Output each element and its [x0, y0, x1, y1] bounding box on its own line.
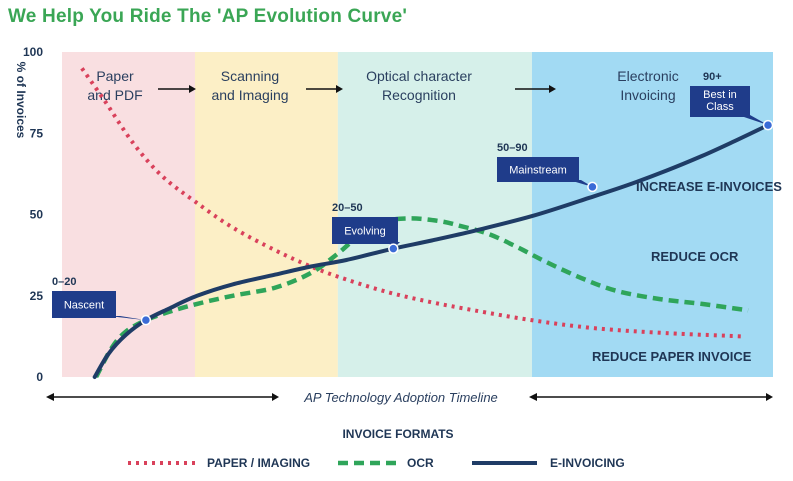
stage-band-1 [62, 52, 195, 377]
legend-title: INVOICE FORMATS [342, 427, 453, 441]
stage-band-3 [337, 52, 532, 377]
milestone-marker [140, 314, 152, 326]
y-axis-label: % of Invoices [14, 62, 28, 139]
callout-label: Evolving [344, 226, 386, 238]
legend-label-ocr: OCR [407, 456, 434, 470]
timeline-arrowhead-mid [272, 393, 279, 401]
stage-label-1: and PDF [87, 87, 142, 103]
timeline-arrowhead-right [766, 393, 773, 401]
stage-label-1: Paper [96, 68, 134, 84]
y-tick-label: 75 [30, 126, 44, 140]
milestone-range-label: 0–20 [52, 276, 76, 288]
y-tick-label: 100 [23, 45, 43, 59]
milestone-range-label: 90+ [703, 71, 722, 83]
stage-band-2 [194, 52, 338, 377]
stage-arrowhead-1 [189, 85, 196, 93]
annotation-label: REDUCE OCR [651, 249, 739, 264]
callout-label: Class [706, 101, 734, 113]
milestone-range-label: 20–50 [332, 202, 363, 214]
annotation-label: INCREASE E-INVOICES [636, 179, 782, 194]
callout-pointer [108, 316, 146, 321]
stage-label-2: and Imaging [211, 87, 288, 103]
stage-arrowhead-2 [336, 85, 343, 93]
timeline-arrowhead-mid2 [529, 393, 537, 401]
annotation-label: REDUCE PAPER INVOICE [592, 349, 752, 364]
legend-label-paper: PAPER / IMAGING [207, 456, 310, 470]
stage-label-4: Electronic [617, 68, 678, 84]
stage-label-3: Optical character [366, 68, 472, 84]
callout-box [52, 291, 116, 318]
stage-arrowhead-3 [549, 85, 556, 93]
timeline-arrowhead-left [46, 393, 54, 401]
callout-label: Mainstream [509, 165, 566, 177]
stage-label-3: Recognition [382, 87, 456, 103]
callout-label: Best in [703, 89, 737, 101]
milestone-marker [587, 181, 598, 193]
stage-label-4: Invoicing [620, 87, 675, 103]
milestone-marker [388, 243, 399, 254]
callout-box [690, 86, 750, 117]
x-axis-label: AP Technology Adoption Timeline [303, 390, 498, 405]
callout-label: Nascent [64, 300, 104, 312]
y-tick-label: 25 [30, 289, 44, 303]
stage-label-2: Scanning [221, 68, 279, 84]
page-title: We Help You Ride The 'AP Evolution Curve… [8, 6, 408, 27]
legend-label-einv: E-INVOICING [550, 456, 625, 470]
callout-box [332, 217, 398, 244]
y-tick-label: 50 [30, 208, 44, 222]
callout-box [497, 157, 579, 182]
y-tick-label: 0 [36, 370, 43, 384]
milestone-range-label: 50–90 [497, 142, 528, 154]
callout-pointer [738, 115, 769, 126]
milestone-marker [762, 119, 774, 131]
